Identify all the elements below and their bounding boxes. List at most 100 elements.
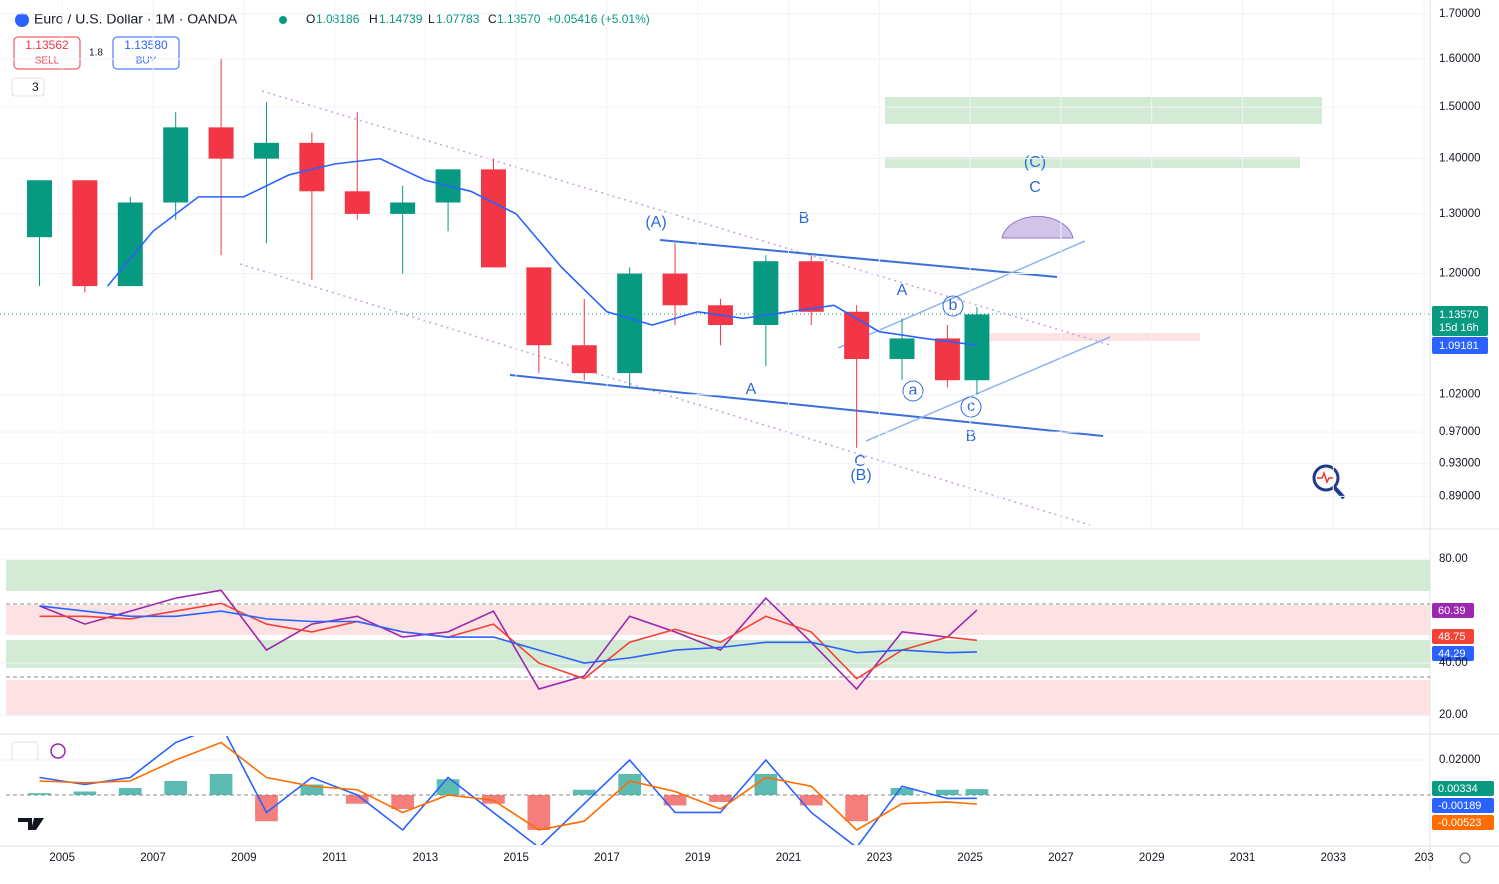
histogram-bar (73, 791, 97, 795)
candle-body (662, 273, 688, 306)
symbol[interactable]: Euro / U.S. Dollar · 1M · OANDA (34, 11, 238, 27)
wave-label: A (897, 282, 908, 299)
candle-body (526, 267, 552, 346)
x-tick-label: 2029 (1139, 852, 1165, 864)
y-tick-label: 1.02000 (1439, 389, 1481, 401)
y-tick-label: 1.30000 (1439, 208, 1481, 220)
value-tag: -0.00189 (1438, 800, 1481, 812)
sell-button[interactable]: SELL (35, 56, 60, 67)
histogram-bar (799, 794, 823, 806)
y-tick-label: 20.00 (1439, 709, 1468, 721)
histogram-bar (118, 787, 142, 795)
indicator-line (39, 589, 978, 691)
wave-label: (A) (645, 214, 666, 231)
indicator-count[interactable]: 3 (32, 80, 39, 94)
indicator-line (39, 736, 977, 845)
histogram-bar (618, 773, 642, 795)
wave-label: (B) (850, 467, 871, 484)
pane (0, 558, 1430, 716)
indicator-line (39, 605, 977, 664)
histogram-bar (300, 784, 324, 795)
countdown: 15d 16h (1439, 322, 1479, 334)
x-tick-label: 2009 (231, 852, 257, 864)
sell-price[interactable]: 1.13562 (25, 38, 69, 52)
x-tick-label: 2023 (867, 852, 893, 864)
histogram-bar (663, 794, 687, 806)
value-tag: 60.39 (1438, 605, 1466, 617)
ohlc-value: 1.08186 (316, 12, 360, 26)
histogram-bar (890, 787, 914, 795)
candle-body (208, 127, 234, 159)
histogram-bar (527, 794, 551, 830)
wave-label: C (854, 453, 866, 470)
candle-body (844, 311, 870, 360)
histogram-bar (965, 789, 989, 795)
candle-body (72, 180, 98, 287)
x-tick-label: 2005 (49, 852, 75, 864)
candle-body (390, 202, 416, 214)
y-tick-label: 1.70000 (1439, 8, 1481, 20)
buy-price[interactable]: 1.13580 (124, 38, 168, 52)
x-tick-label: 2015 (503, 852, 529, 864)
y-tick-label: 1.20000 (1439, 268, 1481, 280)
x-tick-label: 203 (1415, 852, 1434, 864)
y-tick-label: 1.40000 (1439, 153, 1481, 165)
histogram-bar (572, 789, 596, 795)
candle-body (571, 345, 597, 374)
last-price-tag: 1.13570 (1439, 309, 1479, 321)
ohlc-label: H (369, 12, 378, 26)
candle-body (889, 338, 915, 360)
indicator-line (39, 741, 977, 831)
candle-body (27, 180, 52, 238)
change: +0.05416 (+5.01%) (547, 12, 650, 26)
x-tick-label: 2027 (1048, 852, 1074, 864)
candle-body (480, 169, 506, 268)
x-tick-label: 2011 (322, 852, 347, 864)
x-tick-label: 2021 (776, 852, 802, 864)
candle-body (117, 202, 143, 287)
y-tick-label: 0.02000 (1439, 754, 1481, 766)
logo: PRO (54, 819, 76, 830)
y-tick-label: 40.00 (1439, 657, 1468, 669)
buy-button[interactable]: BUY (136, 56, 157, 67)
value-tag: 44.29 (1438, 648, 1466, 660)
wave-label: A (746, 381, 757, 398)
x-tick-label: 2019 (685, 852, 711, 864)
candle-body (617, 273, 643, 374)
wave-label: B (799, 210, 810, 227)
wave-label: a (909, 382, 918, 399)
histogram-bar (482, 794, 505, 804)
candle-body (163, 127, 189, 203)
moving-average (106, 157, 978, 347)
value-tag: 48.75 (1438, 631, 1466, 643)
wave-label: c (967, 398, 975, 415)
histogram-bar (255, 794, 278, 822)
y-tick-label: 0.89000 (1439, 490, 1481, 502)
histogram-bar (845, 794, 868, 822)
pane (0, 0, 1430, 528)
histogram-bar (164, 780, 188, 795)
ohlc-label: C (488, 12, 497, 26)
x-tick-label: 2031 (1230, 852, 1256, 864)
histogram-bar (209, 773, 233, 795)
y-tick-label: 1.50000 (1439, 101, 1481, 113)
x-tick-label: 2007 (140, 852, 166, 864)
value-tag: -0.00523 (1438, 817, 1481, 829)
y-tick-label: 0.97000 (1439, 426, 1481, 438)
candle-body (344, 191, 370, 214)
ohlc-value: 1.13570 (497, 12, 541, 26)
wave-label: C (1029, 179, 1041, 196)
ma-price-tag: 1.09181 (1439, 340, 1479, 352)
candle-body (798, 261, 824, 312)
histogram-bar (28, 793, 51, 795)
x-tick-label: 2033 (1321, 852, 1347, 864)
histogram-bar (709, 794, 732, 802)
y-tick-label: 0.93000 (1439, 458, 1481, 470)
histogram-bar (345, 794, 369, 804)
histogram-bar (391, 794, 415, 809)
wave-label: b (949, 297, 958, 314)
histogram-bar (936, 789, 959, 795)
